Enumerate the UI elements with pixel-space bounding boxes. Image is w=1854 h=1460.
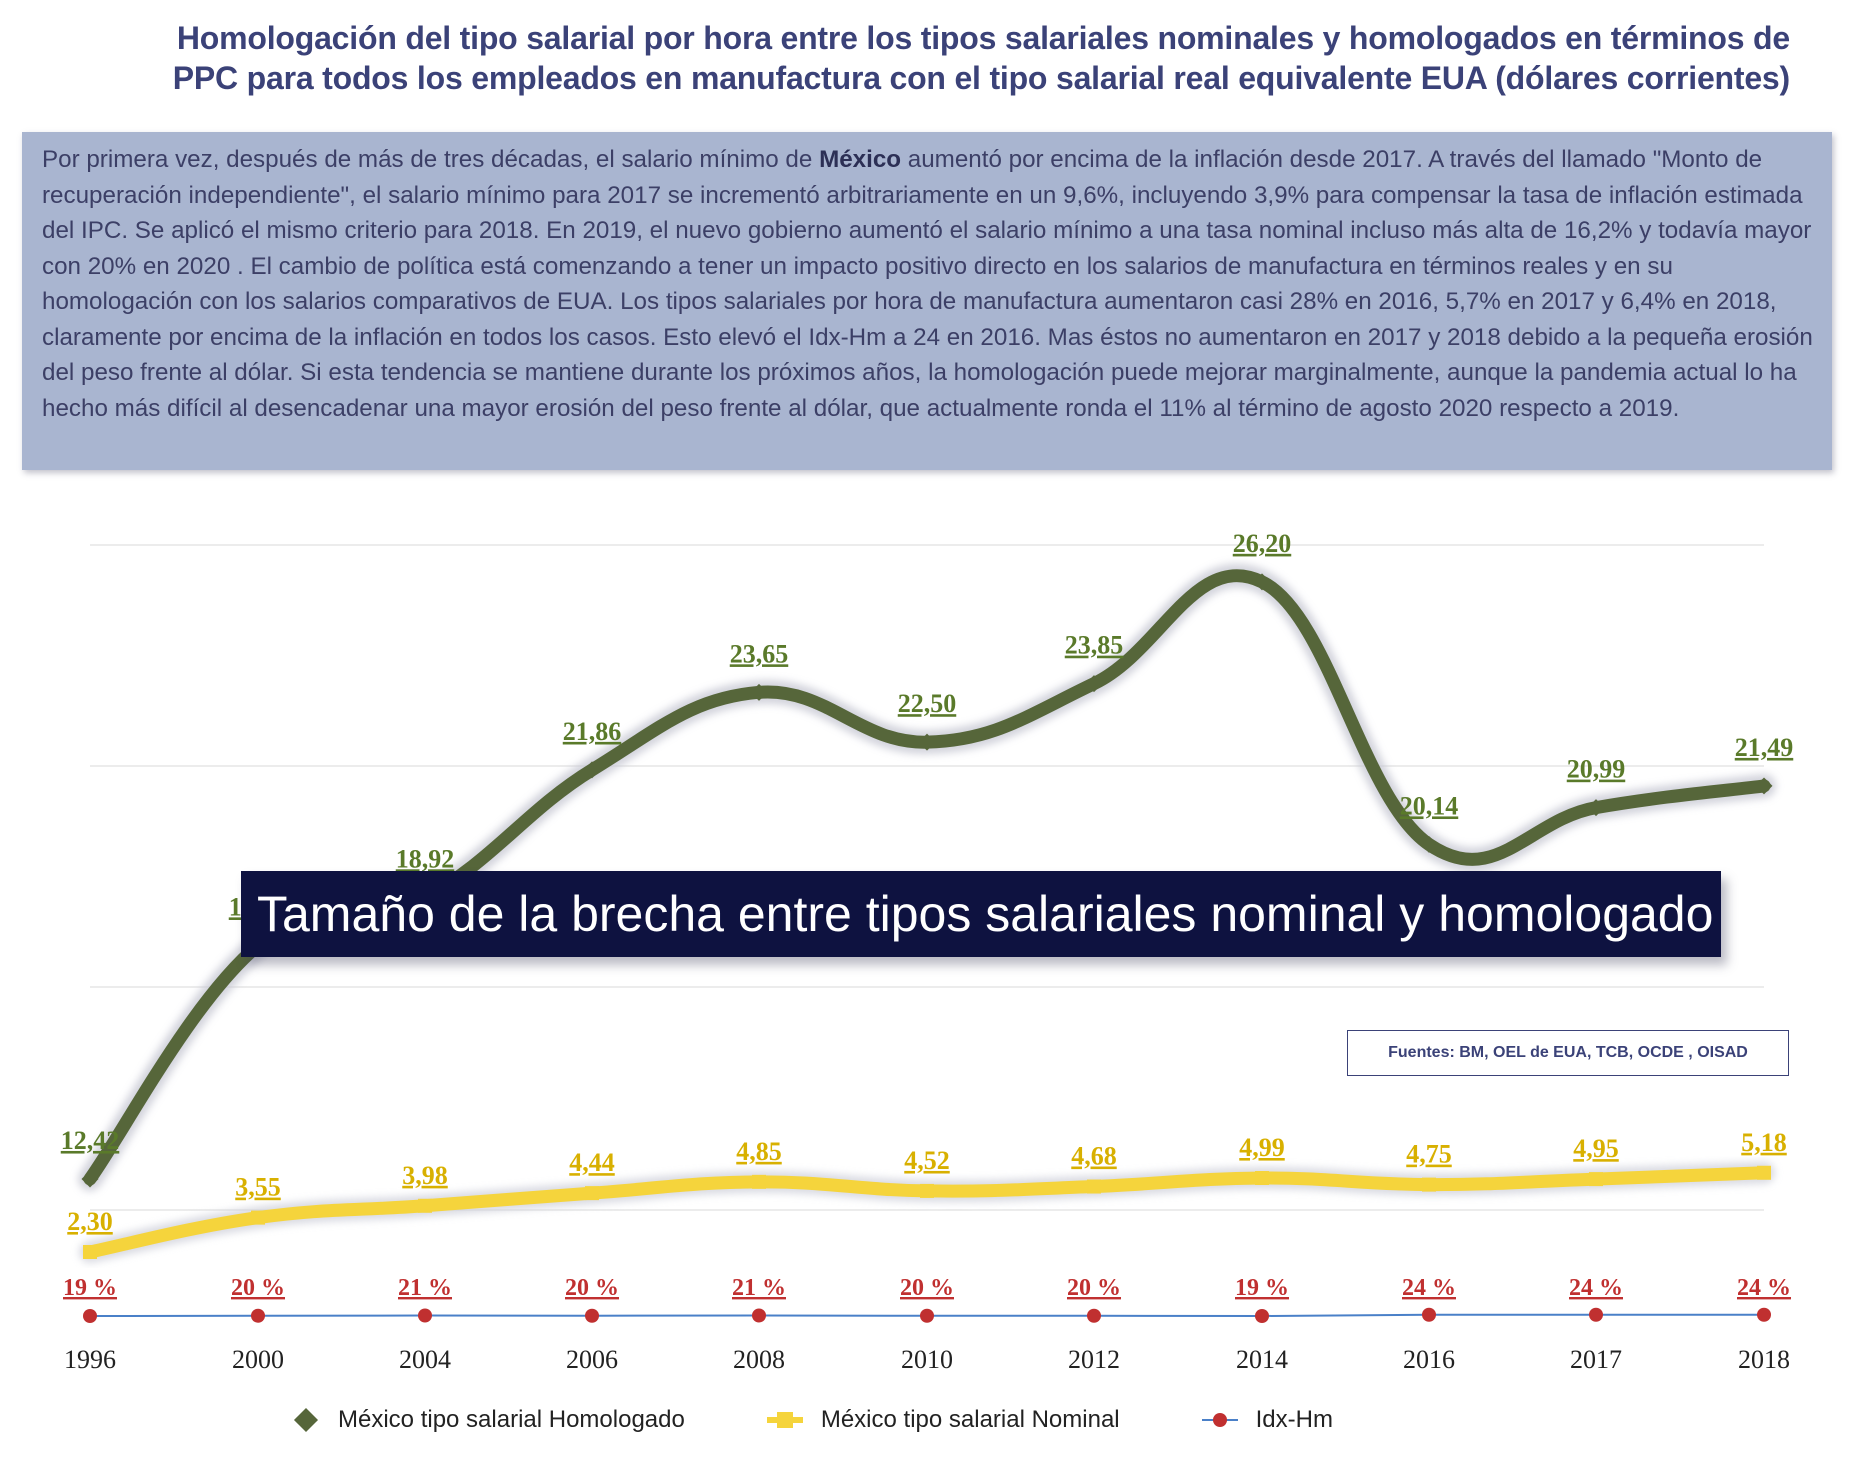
legend-label-nominal: México tipo salarial Nominal [820, 1406, 1120, 1433]
homologado-data-label: 20,14 [1400, 791, 1459, 820]
nominal-data-label: 3,98 [402, 1161, 448, 1190]
x-tick-label: 1996 [64, 1345, 116, 1374]
idx-point [920, 1308, 934, 1323]
x-axis-labels: 1996 2000 2004 2006 2008 2010 2012 2014 2016 2017… [64, 1345, 1790, 1374]
idx-data-label: 24 % [1737, 1275, 1791, 1301]
homologado-data-label: 18,92 [396, 844, 455, 873]
x-tick-label: 2004 [399, 1345, 451, 1374]
homologado-data-label: 21,86 [563, 717, 622, 746]
legend-item-nominal: México tipo salarial Nominal [765, 1404, 1120, 1436]
idx-point [83, 1309, 97, 1323]
idx-point [1422, 1307, 1436, 1322]
homologado-data-label: 21,49 [1735, 733, 1794, 762]
idx-point [251, 1308, 265, 1323]
idx-point [1087, 1308, 1101, 1323]
nominal-data-label: 5,18 [1741, 1128, 1787, 1157]
nominal-point [585, 1186, 599, 1201]
x-tick-label: 2008 [733, 1345, 785, 1374]
intro-part-1: Por primera vez, después de más de tres … [42, 146, 820, 173]
nominal-point [251, 1210, 265, 1225]
homologado-point [1587, 799, 1605, 817]
homologado-point [583, 761, 601, 779]
homologado-data-label: 22,50 [898, 689, 957, 718]
nominal-data-label: 2,30 [67, 1207, 113, 1236]
idx-data-label: 24 % [1402, 1275, 1456, 1301]
series-idx-hm: 19 % 20 % 21 % 20 % 21 % 20 % 20 % 19 % 24 % 24 %… [63, 1275, 1791, 1323]
intro-text-box: Por primera vez, después de más de tres … [22, 132, 1832, 470]
nominal-point [418, 1198, 432, 1213]
idx-point [1757, 1307, 1771, 1322]
homologado-point [1085, 675, 1103, 693]
x-tick-label: 2006 [566, 1345, 618, 1374]
legend-square-icon [766, 1412, 803, 1428]
homologado-data-label: 23,65 [730, 639, 789, 668]
idx-point [1255, 1309, 1269, 1323]
nominal-point [1757, 1165, 1771, 1180]
homologado-data-label: 20,99 [1567, 755, 1626, 784]
nominal-point [1255, 1171, 1269, 1185]
nominal-data-label: 4,99 [1239, 1133, 1285, 1162]
nominal-data-label: 4,85 [736, 1137, 782, 1166]
nominal-data-label: 4,75 [1406, 1140, 1452, 1169]
x-tick-label: 2017 [1570, 1345, 1622, 1374]
legend-item-idx: Idx-Hm [1200, 1404, 1333, 1436]
gap-overlay-title: Tamaño de la brecha entre tipos salarial… [241, 871, 1721, 957]
homologado-data-label: 26,20 [1233, 529, 1292, 558]
idx-data-label: 19 % [63, 1275, 117, 1301]
legend-label-idx: Idx-Hm [1255, 1406, 1333, 1433]
nominal-point [1589, 1172, 1603, 1187]
x-tick-label: 2018 [1738, 1345, 1790, 1374]
idx-point [752, 1308, 766, 1323]
legend-label-homologado: México tipo salarial Homologado [338, 1406, 685, 1433]
idx-data-label: 24 % [1569, 1275, 1623, 1301]
homologado-point [1420, 835, 1438, 853]
x-tick-label: 2014 [1236, 1345, 1288, 1374]
idx-data-label: 19 % [1235, 1275, 1289, 1301]
idx-data-label: 21 % [732, 1275, 786, 1301]
idx-data-label: 20 % [1067, 1275, 1121, 1301]
nominal-point [920, 1183, 934, 1198]
nominal-point [83, 1245, 97, 1259]
sources-box: Fuentes: BM, OEL de EUA, TCB, OCDE , OIS… [1347, 1030, 1789, 1076]
idx-data-label: 20 % [231, 1275, 285, 1301]
x-tick-label: 2012 [1068, 1345, 1120, 1374]
legend-diamond-icon [293, 1407, 319, 1433]
idx-point [418, 1308, 432, 1323]
title-line-1: Homologación del tipo salarial por hora … [176, 20, 1790, 56]
legend-item-homologado: México tipo salarial Homologado [290, 1404, 685, 1436]
series-nominal: 2,30 3,55 3,98 4,44 4,85 4,52 4,68 4,99 4,75 4,95… [67, 1128, 1787, 1263]
idx-point [585, 1308, 599, 1323]
nominal-data-label: 3,55 [235, 1173, 281, 1202]
nominal-point [1422, 1177, 1436, 1192]
x-tick-label: 2010 [901, 1345, 953, 1374]
chart-title: Homologación del tipo salarial por hora … [70, 18, 1790, 98]
legend-circle-icon [1201, 1413, 1238, 1427]
nominal-data-label: 4,95 [1573, 1134, 1619, 1163]
homologado-point [918, 733, 936, 751]
homologado-point [750, 683, 768, 701]
nominal-data-label: 4,44 [569, 1148, 615, 1177]
series-homologado: 12,4217,8118,9221,8623,6522,5023,8526,20… [61, 529, 1794, 1191]
nominal-point [752, 1174, 766, 1189]
nominal-data-label: 4,52 [904, 1146, 950, 1175]
idx-point [1589, 1307, 1603, 1322]
nominal-point [1087, 1179, 1101, 1194]
intro-bold-mexico: México [819, 146, 902, 173]
x-tick-label: 2000 [232, 1345, 284, 1374]
homologado-point [1755, 777, 1773, 795]
intro-part-2: aumentó por encima de la inflación desde… [42, 146, 1813, 422]
homologado-point [1253, 573, 1271, 591]
nominal-data-label: 4,68 [1071, 1142, 1117, 1171]
x-tick-label: 2016 [1403, 1345, 1455, 1374]
title-line-2: PPC para todos los empleados en manufact… [172, 60, 1790, 96]
legend: México tipo salarial Homologado México t… [290, 1400, 1413, 1440]
homologado-data-label: 23,85 [1065, 631, 1124, 660]
idx-data-label: 20 % [565, 1275, 619, 1301]
idx-data-label: 21 % [398, 1275, 452, 1301]
homologado-data-label: 12,42 [61, 1126, 120, 1155]
idx-data-label: 20 % [900, 1275, 954, 1301]
